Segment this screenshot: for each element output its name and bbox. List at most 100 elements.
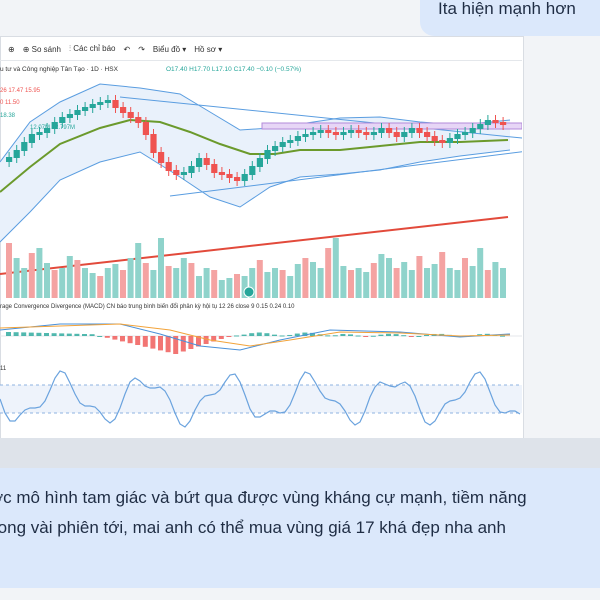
candle-body xyxy=(370,132,377,135)
volume-bar xyxy=(332,238,339,298)
volume-bar xyxy=(158,238,164,298)
candle-body xyxy=(287,140,294,143)
volume-bar xyxy=(378,254,385,298)
volume-bar xyxy=(355,268,362,298)
candle-body xyxy=(127,112,134,118)
volume-bar xyxy=(279,270,286,298)
candle-body xyxy=(135,117,142,123)
candle-body xyxy=(477,124,484,129)
macd-histogram-bar xyxy=(424,334,429,336)
macd-histogram-bar xyxy=(203,336,209,344)
macd-histogram-bar xyxy=(120,336,125,342)
macd-histogram-bar xyxy=(51,333,57,336)
candle-body xyxy=(279,142,286,147)
volume-bar xyxy=(363,272,370,298)
candle-body xyxy=(500,122,507,125)
volume-bar xyxy=(340,266,347,298)
stock-chart[interactable]: u tư và Công nghiệp Tân Tạo · 1D · HSX O… xyxy=(0,62,522,434)
macd-histogram-bar xyxy=(310,332,315,336)
volume-bar xyxy=(500,268,506,298)
candle-body xyxy=(355,130,362,133)
candle-body xyxy=(112,100,119,108)
undo-icon[interactable]: ↶ xyxy=(123,44,131,54)
macd-histogram-bar xyxy=(165,336,171,353)
candle-body xyxy=(294,136,301,141)
macd-histogram-bar xyxy=(408,336,414,337)
volume-bar xyxy=(484,270,491,298)
candle-body xyxy=(66,114,73,118)
macd-histogram-bar xyxy=(97,336,103,337)
volume-bar xyxy=(348,270,354,298)
charts-button[interactable]: Biểu đồ ▾ xyxy=(152,44,187,54)
volume-bar xyxy=(180,258,187,298)
candle-body xyxy=(165,162,172,171)
volume-bar xyxy=(477,248,484,298)
volume-bar xyxy=(302,258,309,298)
macd-histogram-bar xyxy=(241,334,247,336)
compare-button[interactable]: ⊕ So sánh xyxy=(22,44,61,54)
more-button[interactable]: Hồ sơ ▾ xyxy=(194,44,223,54)
macd-label: rage Convergence Divergence (MACD) CN bá… xyxy=(0,303,295,310)
candle-body xyxy=(142,122,149,135)
macd-histogram-bar xyxy=(370,335,376,337)
volume-bar xyxy=(492,262,499,298)
bollinger-upper xyxy=(0,83,511,163)
candle-body xyxy=(59,117,66,123)
candle-body xyxy=(363,132,370,135)
volume-bar xyxy=(66,256,73,298)
message-text: ợc mô hình tam giác và bứt qua được vùng… xyxy=(0,483,600,543)
candle-body xyxy=(150,134,157,153)
candle-body xyxy=(302,134,309,137)
macd-histogram-bar xyxy=(401,335,407,337)
macd-histogram-bar xyxy=(378,334,384,336)
redo-icon[interactable]: ↷ xyxy=(138,44,145,54)
volume-bar xyxy=(97,276,104,298)
volume-bars xyxy=(6,238,506,298)
volume-bar xyxy=(6,243,12,298)
macd-histogram-bar xyxy=(256,332,262,336)
candle-body xyxy=(393,132,400,137)
candle-body xyxy=(74,110,81,115)
macd-histogram-bar xyxy=(211,336,217,342)
macd-histogram-bar xyxy=(332,335,338,337)
volume-bar xyxy=(89,273,96,298)
header-line-5: 12.07M 12.797M xyxy=(30,125,75,131)
macd-histogram-bar xyxy=(13,332,19,336)
volume-bar xyxy=(74,260,81,298)
volume-bar xyxy=(82,268,88,298)
candle-body xyxy=(180,172,187,175)
volume-bar xyxy=(294,264,301,298)
macd-histogram xyxy=(6,332,505,354)
candlestick-series xyxy=(6,95,507,186)
volume-bar xyxy=(454,270,461,298)
indicators-button[interactable]: ⫶ Các chỉ báo xyxy=(69,44,116,53)
volume-bar xyxy=(142,263,149,298)
header-line-2: 26 17.47 15.95 xyxy=(0,88,41,94)
candle-body xyxy=(462,132,469,135)
macd-histogram-bar xyxy=(6,332,11,336)
charts-label: Biểu đồ xyxy=(152,44,181,54)
add-icon[interactable]: ⊕ xyxy=(8,44,15,54)
candle-body xyxy=(416,128,423,133)
volume-bar xyxy=(325,248,332,298)
macd-histogram-bar xyxy=(340,333,346,336)
macd-histogram-bar xyxy=(158,336,163,351)
volume-bar xyxy=(469,266,476,298)
candle-body xyxy=(469,128,476,133)
macd-histogram-bar xyxy=(150,336,156,349)
candle-body xyxy=(89,104,96,108)
volume-bar xyxy=(393,268,400,298)
candle-body xyxy=(378,128,385,133)
volume-bar xyxy=(120,270,126,298)
volume-bar xyxy=(150,270,157,298)
candle-body xyxy=(6,157,13,162)
message-bubble-top: Ita hiện mạnh hơn xyxy=(420,0,600,36)
volume-bar xyxy=(401,262,408,298)
event-marker-icon[interactable] xyxy=(243,286,255,298)
macd-histogram-bar xyxy=(135,336,141,345)
macd-signal-line xyxy=(0,323,511,347)
macd-histogram-bar xyxy=(89,334,95,336)
macd-histogram-bar xyxy=(226,336,232,337)
candle-body xyxy=(408,128,415,133)
candle-body xyxy=(317,130,324,133)
